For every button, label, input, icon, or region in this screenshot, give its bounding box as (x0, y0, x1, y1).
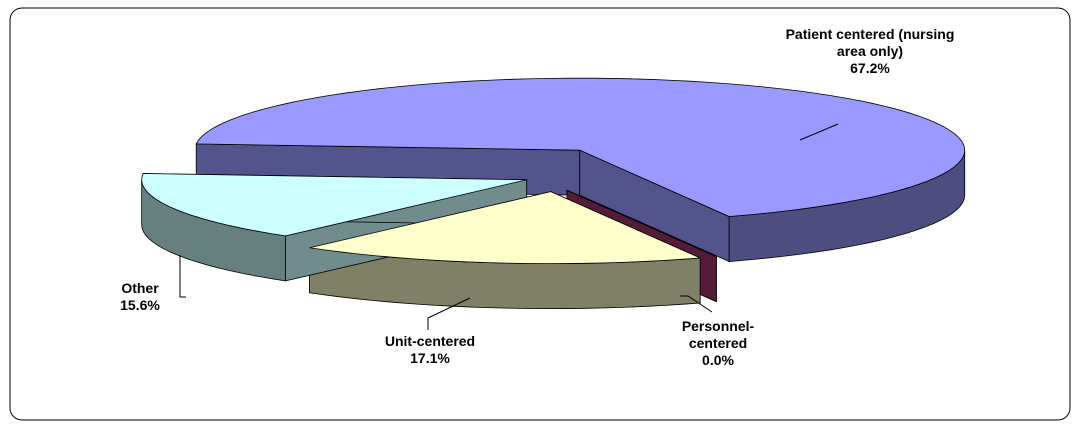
slice-top (309, 191, 701, 265)
value-label: 15.6% (120, 297, 160, 313)
category-name: Unit-centered (384, 333, 476, 349)
leader-line (179, 255, 186, 298)
category-name: Personnel-centered (681, 318, 755, 351)
value-label: 67.2% (850, 60, 890, 76)
slice-label: Unit-centered 17.1% (340, 333, 520, 367)
slice-top (195, 77, 966, 217)
slice-top (141, 173, 527, 237)
leader-line (680, 295, 713, 313)
leader-line (427, 297, 471, 330)
category-name: Other (121, 280, 159, 296)
slice-label: Other 15.6% (85, 280, 195, 314)
slice-label: Personnel-centered 0.0% (663, 318, 773, 369)
value-label: 17.1% (410, 350, 450, 366)
leader-line (799, 123, 839, 141)
category-name: Patient centered (nursing area only) (785, 26, 955, 59)
slice-label: Patient centered (nursing area only) 67.2… (780, 26, 960, 77)
slice-tops (141, 77, 966, 265)
value-label: 0.0% (702, 352, 734, 368)
